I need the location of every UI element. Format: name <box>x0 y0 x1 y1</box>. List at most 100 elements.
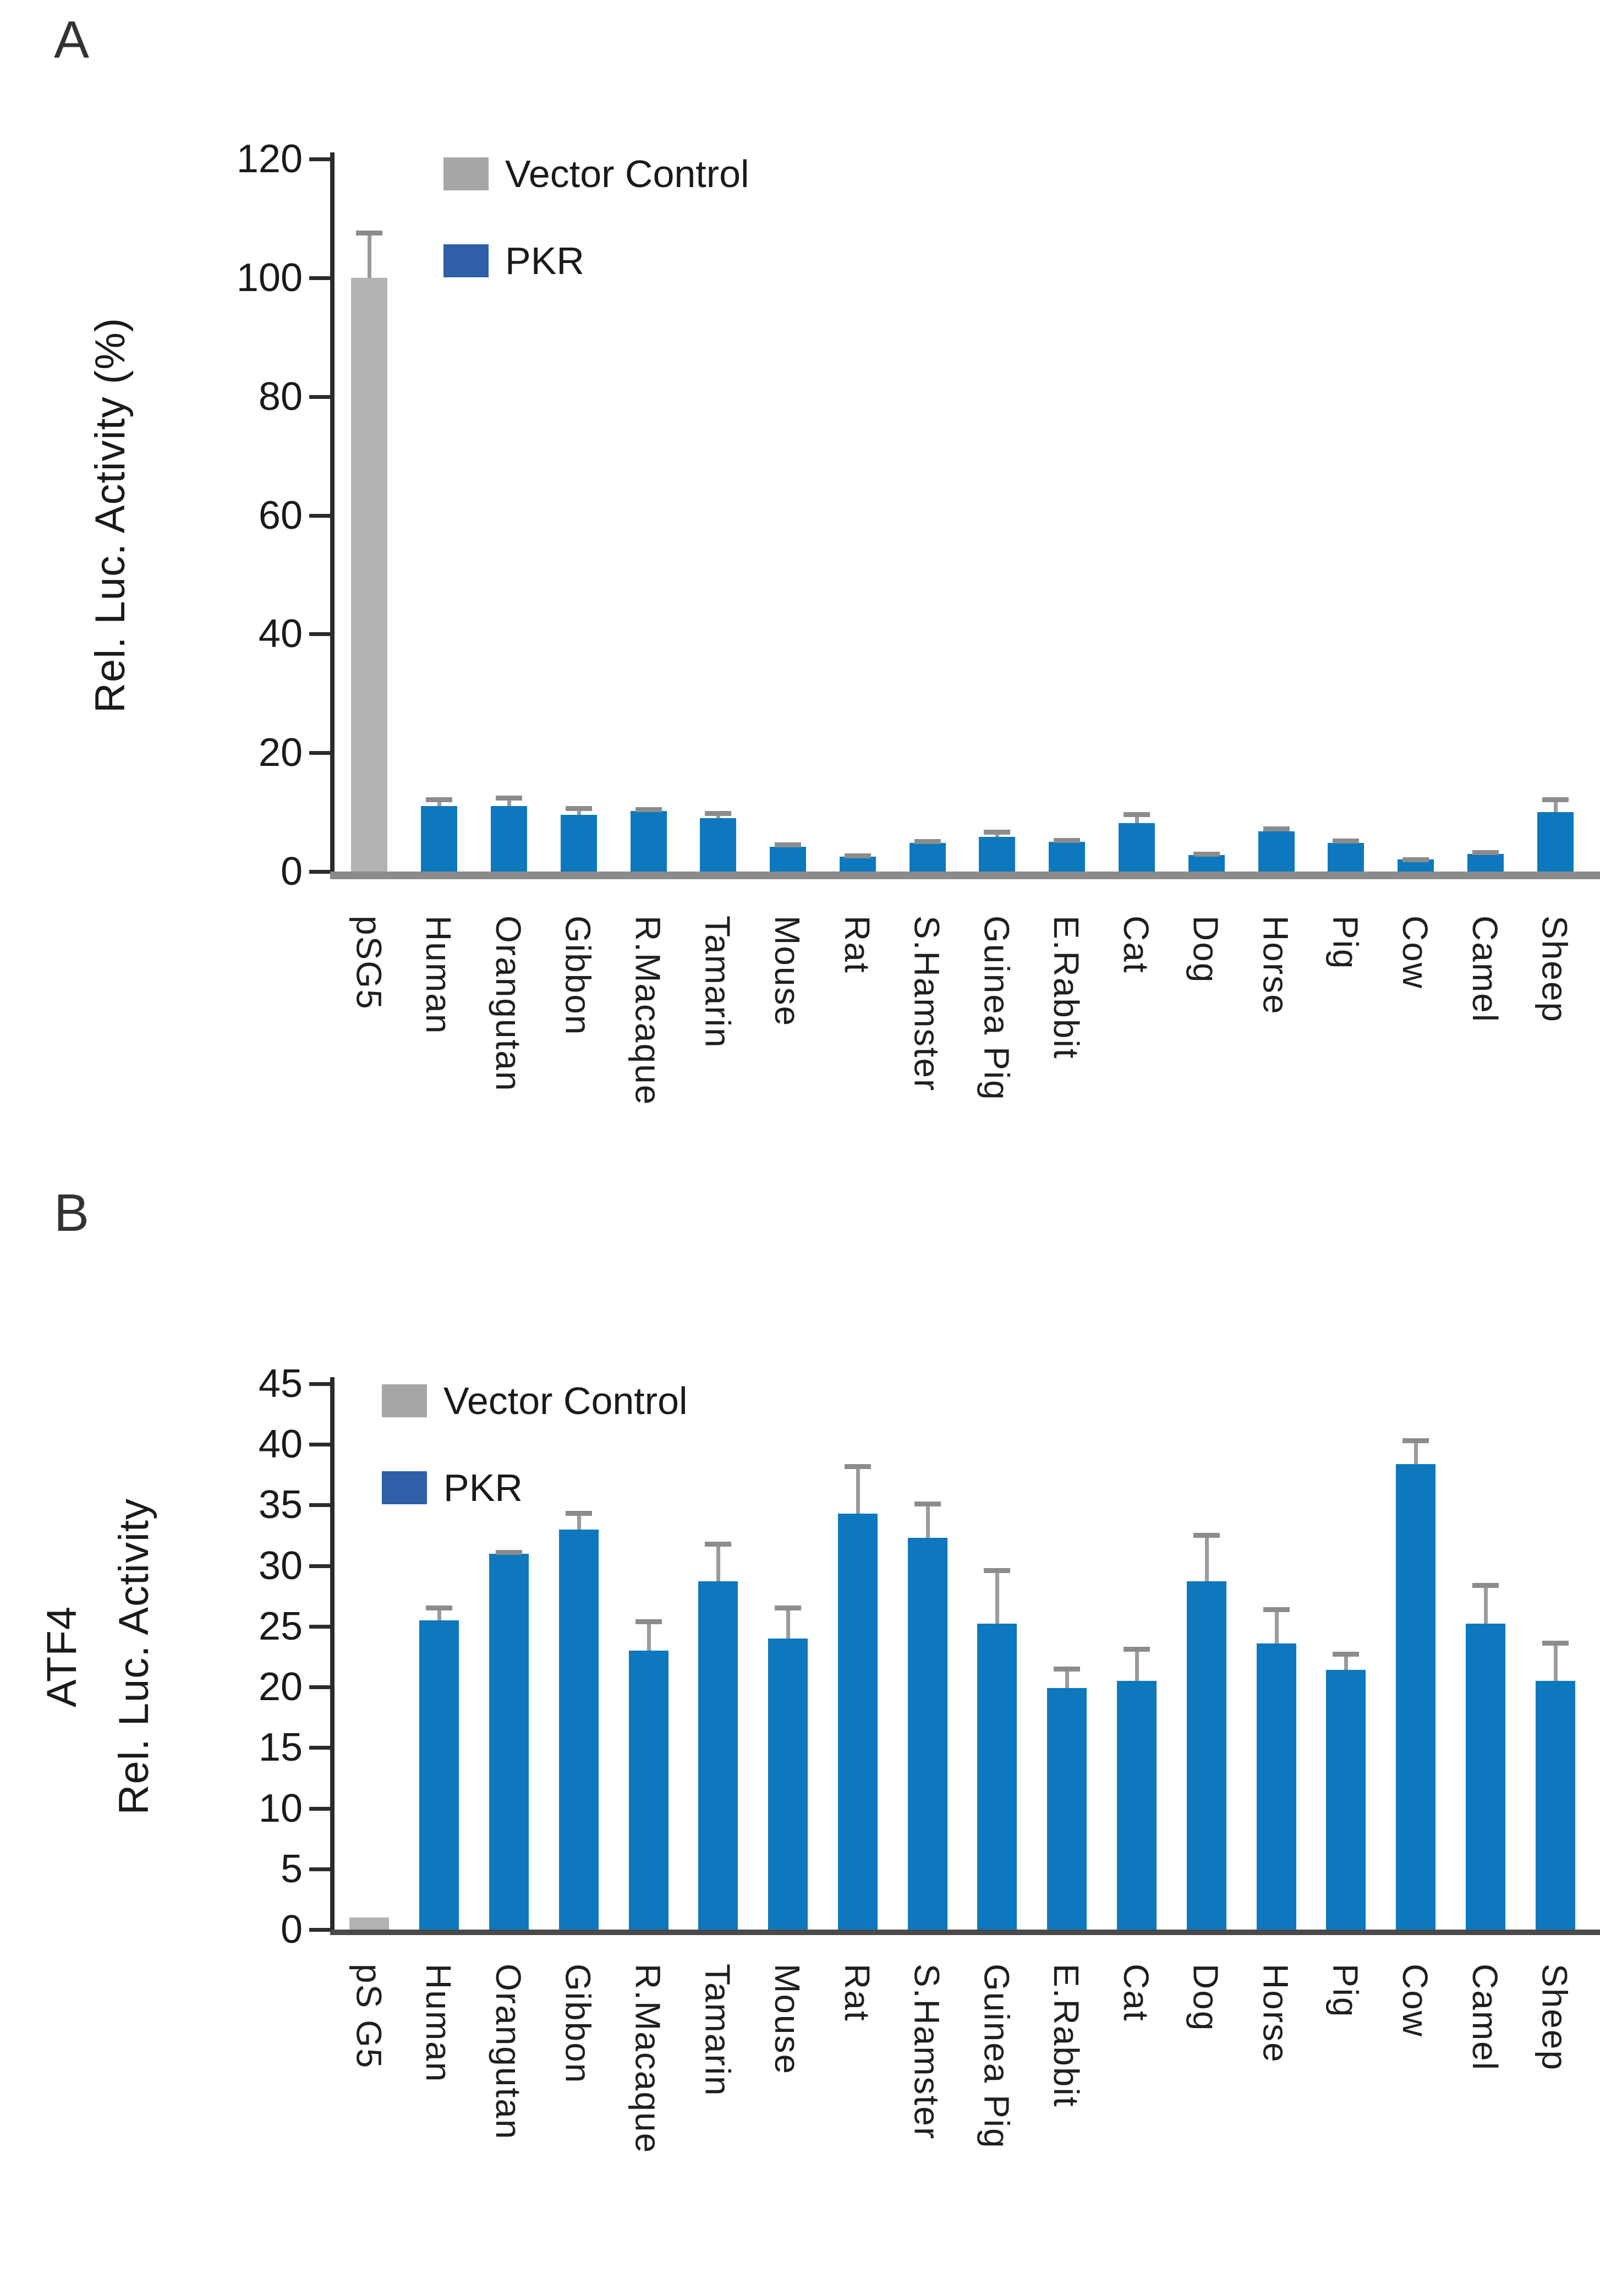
error-bar-cap <box>984 830 1011 835</box>
bar-s-hamster <box>907 1537 947 1930</box>
error-bar-stem <box>1553 1641 1558 1681</box>
panel-b-x-axis-line <box>330 1930 1600 1935</box>
error-bar-stem <box>646 1619 651 1651</box>
error-bar-stem <box>1135 1647 1139 1681</box>
error-bar-cap <box>1333 1652 1360 1657</box>
x-category-label: Orangutan <box>488 916 528 1092</box>
panel-b-y-axis-label-line1: ATF4 <box>39 1605 85 1708</box>
panel-a-legend: Vector Control PKR <box>443 152 749 331</box>
bar-mouse <box>768 1638 808 1930</box>
y-tick-label: 60 <box>258 493 303 538</box>
y-tick-label: 0 <box>280 850 303 894</box>
legend-label: Vector Control <box>443 1379 688 1422</box>
y-tick-label: 45 <box>258 1362 303 1406</box>
x-category-label: E.Rabbit <box>1046 1964 1087 2108</box>
error-bar-cap <box>565 806 592 812</box>
bar-orangutan <box>490 806 527 872</box>
panel-b-legend-item-vector-control: Vector Control <box>382 1379 688 1422</box>
x-category-label: pSG5 <box>349 916 389 1010</box>
y-tick-label: 0 <box>280 1908 303 1952</box>
x-category-label: S.Hamster <box>907 1964 947 2140</box>
x-category-label: Dog <box>1186 916 1226 984</box>
y-tick-label: 40 <box>258 1422 303 1467</box>
error-bar-stem <box>1483 1582 1488 1624</box>
x-category-label: pS G5 <box>349 1964 389 2069</box>
error-bar-cap <box>495 1550 522 1555</box>
x-category-label: R.Macaque <box>628 916 668 1106</box>
error-bar-cap <box>1193 1533 1220 1538</box>
error-bar-stem <box>995 1568 1000 1624</box>
bar-pig <box>1328 843 1365 872</box>
x-category-label: Cat <box>1116 916 1156 974</box>
y-tick-mark <box>309 157 330 161</box>
bar-psg5 <box>351 277 388 872</box>
bar-sheep <box>1537 812 1574 872</box>
x-category-label: Cow <box>1395 916 1435 990</box>
y-tick-mark <box>309 1382 330 1386</box>
y-tick-label: 5 <box>280 1846 303 1891</box>
panel-b-legend: Vector Control PKR <box>382 1379 688 1558</box>
y-tick-mark <box>309 1867 330 1871</box>
bar-ps-g5 <box>349 1917 390 1930</box>
x-category-label: Horse <box>1256 916 1296 1015</box>
bar-cat <box>1116 1681 1157 1930</box>
panel-b-plot-area: 0 5 10 15 20 25 30 35 40 45 pS G5 Human Orangutan Gi… <box>259 1362 1600 2153</box>
y-tick-mark <box>309 632 330 637</box>
y-tick-mark <box>309 1443 330 1447</box>
y-tick-mark <box>309 1503 330 1508</box>
error-bar-stem <box>1065 1666 1070 1689</box>
y-tick-mark <box>309 1685 330 1690</box>
pkr-swatch-icon <box>443 244 489 277</box>
error-bar-stem <box>577 1511 581 1530</box>
y-tick-mark <box>309 276 330 280</box>
panel-a-legend-item-vector-control: Vector Control <box>443 152 749 195</box>
x-category-label: Sheep <box>1535 916 1575 1023</box>
y-tick-mark <box>309 1624 330 1629</box>
error-bar-cap <box>705 810 732 816</box>
panel-a-x-axis-line <box>330 872 1600 879</box>
y-tick-mark <box>309 1746 330 1750</box>
error-bar-cap <box>914 839 941 844</box>
error-bar-cap <box>565 1511 592 1516</box>
y-tick-mark <box>309 751 330 755</box>
bar-mouse <box>770 846 807 872</box>
legend-label: Vector Control <box>505 152 749 195</box>
y-tick-label: 20 <box>258 1665 303 1709</box>
legend-label: PKR <box>443 1466 523 1509</box>
error-bar-stem <box>437 1605 442 1620</box>
error-bar-stem <box>1414 1438 1418 1464</box>
y-tick-label: 40 <box>258 612 303 656</box>
error-bar-cap <box>775 842 802 848</box>
error-bar-cap <box>635 807 662 813</box>
bar-human <box>419 1620 459 1930</box>
error-bar-stem <box>1553 797 1558 813</box>
bar-sheep <box>1535 1681 1575 1930</box>
x-category-label: Pig <box>1325 916 1366 970</box>
y-tick-mark <box>309 1928 330 1932</box>
bar-dog <box>1188 854 1225 872</box>
x-category-label: Human <box>419 1964 459 2083</box>
x-category-label: Pig <box>1325 1964 1366 2018</box>
x-category-label: R.Macaque <box>628 1964 668 2154</box>
y-tick-mark <box>309 870 330 874</box>
error-bar-cap <box>1193 852 1220 857</box>
bar-gibbon <box>558 1529 599 1930</box>
bar-e-rabbit <box>1049 842 1086 872</box>
bar-cow <box>1398 859 1434 872</box>
bar-camel <box>1465 1624 1505 1930</box>
x-category-label: Mouse <box>768 1964 808 2075</box>
error-bar-cap <box>1472 850 1499 856</box>
panel-b-legend-item-pkr: PKR <box>382 1466 688 1509</box>
bar-human <box>421 806 458 872</box>
x-category-label: Mouse <box>768 916 808 1027</box>
panel-b-letter: B <box>54 1183 90 1242</box>
bar-guinea-pig <box>979 837 1016 872</box>
error-bar-cap <box>635 1619 662 1624</box>
pkr-swatch-icon <box>382 1471 427 1504</box>
bar-cow <box>1396 1464 1436 1930</box>
error-bar-cap <box>426 797 453 803</box>
error-bar-cap <box>1123 812 1150 818</box>
bar-e-rabbit <box>1047 1688 1087 1930</box>
bar-dog <box>1186 1581 1226 1930</box>
